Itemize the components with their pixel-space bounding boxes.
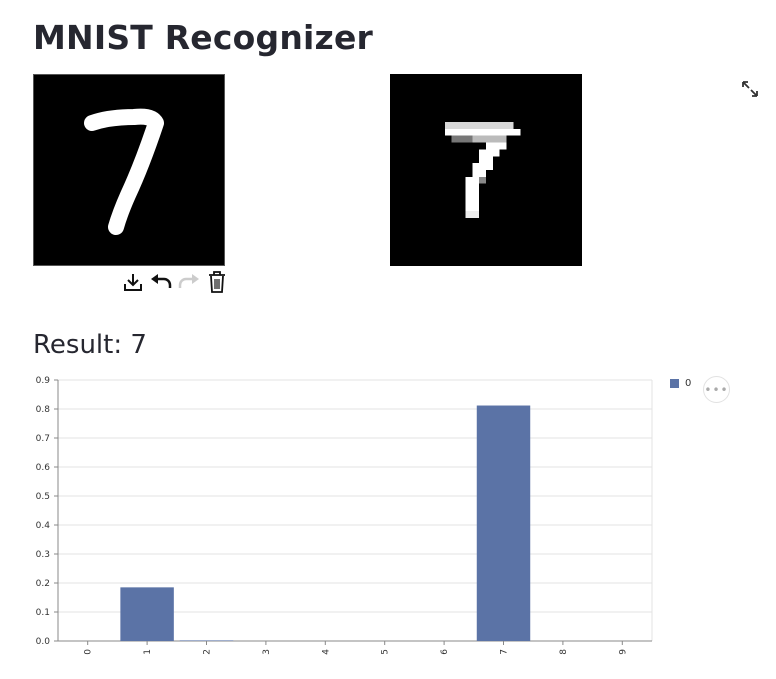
x-tick-label: 9 — [618, 649, 628, 655]
x-tick-label: 5 — [381, 649, 391, 655]
x-tick-label: 6 — [440, 649, 450, 655]
expand-icon[interactable] — [741, 80, 759, 98]
y-tick-label: 0.5 — [36, 492, 50, 502]
drawn-digit — [84, 108, 164, 235]
x-tick-label: 7 — [500, 649, 510, 655]
processed-digit-preview — [390, 74, 582, 266]
pixelated-digit — [444, 122, 521, 218]
x-tick-label: 8 — [559, 649, 569, 655]
x-tick-label: 1 — [143, 649, 153, 655]
redo-icon[interactable] — [176, 270, 202, 294]
probability-bar-chart: 0.0 0.1 0.2 0.3 0.4 0.5 0.6 0.7 0.8 0.9 0 1 2 3 4 5 6 7 8 9 — [36, 376, 653, 655]
bar-2 — [179, 640, 234, 641]
y-tick-label: 0.4 — [36, 521, 51, 531]
x-tick-label: 4 — [321, 649, 331, 655]
bar-7 — [476, 405, 531, 641]
trash-icon[interactable] — [204, 270, 230, 294]
y-tick-label: 0.1 — [36, 608, 50, 618]
y-tick-label: 0.3 — [36, 550, 50, 560]
more-options-icon[interactable]: ••• — [703, 376, 730, 403]
x-tick-label: 0 — [84, 649, 94, 655]
x-tick-label: 2 — [203, 649, 213, 655]
undo-icon[interactable] — [148, 270, 174, 294]
y-tick-label: 0.6 — [36, 463, 51, 473]
y-tick-label: 0.8 — [36, 405, 51, 415]
drawing-canvas[interactable] — [33, 74, 225, 266]
result-label: Result: 7 — [33, 330, 147, 360]
page-title: MNIST Recognizer — [33, 18, 374, 57]
x-tick-label: 3 — [262, 649, 272, 655]
y-tick-label: 0.0 — [36, 637, 51, 647]
legend-label: 0 — [685, 378, 692, 389]
download-icon[interactable] — [120, 270, 146, 294]
chart-legend: 0 — [670, 378, 691, 389]
y-tick-label: 0.2 — [36, 579, 50, 589]
bar-1 — [120, 587, 174, 641]
y-tick-label: 0.7 — [36, 434, 50, 444]
y-tick-label: 0.9 — [36, 376, 51, 386]
legend-swatch — [670, 379, 679, 388]
canvas-toolbar — [120, 270, 230, 294]
